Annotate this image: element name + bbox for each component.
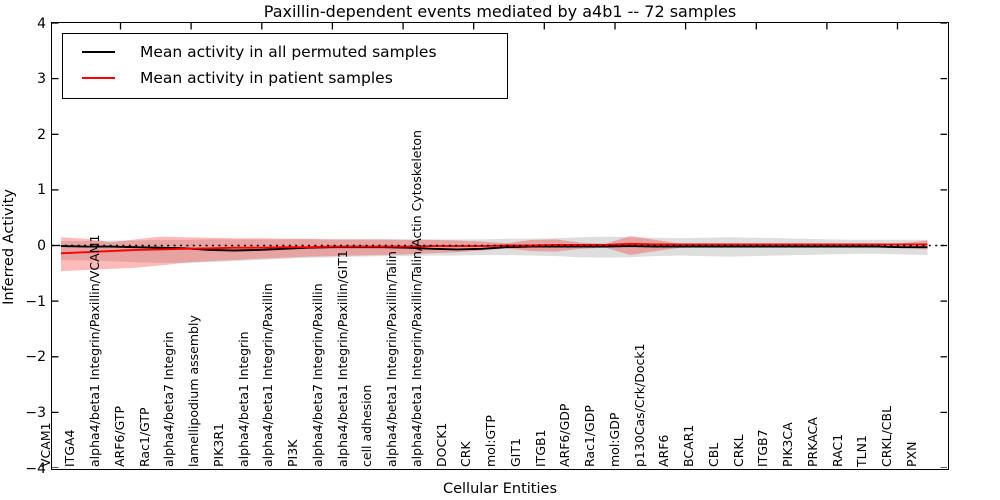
x-category-label: CRKL/CBL — [879, 405, 895, 467]
x-category-label: CRK — [458, 441, 474, 467]
legend-item-patient: Mean activity in patient samples — [63, 65, 507, 91]
x-category-label: mol:GDP — [606, 412, 622, 467]
x-category-label: PRKACA — [804, 417, 820, 467]
x-category-label: alpha4/beta1 Integrin/Paxillin/Talin/Act… — [408, 130, 424, 467]
legend-label-permuted: Mean activity in all permuted samples — [140, 43, 437, 61]
x-category-label: alpha4/beta1 Integrin — [235, 331, 251, 467]
y-tick-label: −4 — [25, 460, 46, 477]
y-tick-label: −1 — [25, 293, 46, 310]
series-line — [60, 245, 928, 252]
x-category-label: VCAM1 — [37, 422, 53, 467]
x-category-label: Rac1/GTP — [136, 407, 152, 467]
x-category-label: BCAR1 — [681, 424, 697, 467]
y-tick-label: 3 — [37, 71, 46, 88]
x-category-label: RAC1 — [829, 433, 845, 467]
chart-title: Paxillin-dependent events mediated by a4… — [263, 2, 737, 21]
chart-canvas — [52, 23, 947, 468]
x-category-label: alpha4/beta1 Integrin/Paxillin — [260, 283, 276, 467]
x-category-label: GIT1 — [507, 438, 523, 467]
x-category-label: ITGA4 — [62, 429, 78, 467]
x-category-label: p130Cas/Crk/Dock1 — [631, 343, 647, 467]
legend: Mean activity in all permuted samples Me… — [62, 33, 508, 99]
x-category-label: ARF6/GTP — [111, 405, 127, 467]
x-category-label: PIK3R1 — [210, 422, 226, 467]
x-category-label: alpha4/beta7 Integrin/Paxillin — [309, 283, 325, 467]
y-tick-label: −2 — [25, 349, 46, 366]
x-category-label: mol:GTP — [483, 415, 499, 467]
x-category-label: alpha4/beta1 Integrin/Paxillin/VCAM1 — [87, 234, 102, 467]
x-category-label: PIK3CA — [780, 422, 796, 467]
x-category-label: TLN1 — [854, 435, 870, 467]
legend-line-patient-icon — [82, 77, 115, 79]
y-tick-label: 1 — [37, 182, 46, 199]
x-category-label: DOCK1 — [433, 422, 449, 467]
y-axis-label: Inferred Activity — [1, 189, 17, 305]
x-category-label: ITGB7 — [755, 429, 771, 467]
y-tick-label: 4 — [37, 15, 46, 32]
x-category-label: CBL — [705, 442, 721, 467]
legend-label-patient: Mean activity in patient samples — [140, 69, 393, 87]
x-category-label: alpha4/beta1 Integrin/Paxillin/Talin — [384, 251, 400, 467]
x-category-label: cell adhesion — [359, 384, 375, 467]
x-category-label: ARF6/GDP — [557, 403, 573, 467]
legend-line-permuted-icon — [82, 51, 115, 53]
x-category-label: alpha4/beta7 Integrin — [161, 331, 177, 467]
x-category-label: PI3K — [285, 439, 301, 467]
x-category-label: alpha4/beta1 Integrin/Paxillin/GIT1 — [334, 250, 350, 467]
x-category-label: lamellipodium assembly — [186, 315, 202, 467]
band-permuted-samples-spread — [61, 236, 928, 263]
x-category-label: ITGB1 — [532, 429, 548, 467]
x-category-label: CRKL — [730, 434, 746, 467]
x-axis-label: Cellular Entities — [442, 481, 558, 497]
x-category-label: PXN — [904, 441, 919, 467]
x-category-label: ARF6 — [656, 434, 672, 467]
y-tick-label: 0 — [37, 238, 46, 254]
legend-item-permuted: Mean activity in all permuted samples — [63, 39, 507, 65]
y-tick-label: 2 — [37, 126, 46, 143]
x-category-label: Rac1/GDP — [582, 405, 598, 467]
y-tick-label: −3 — [25, 404, 46, 421]
